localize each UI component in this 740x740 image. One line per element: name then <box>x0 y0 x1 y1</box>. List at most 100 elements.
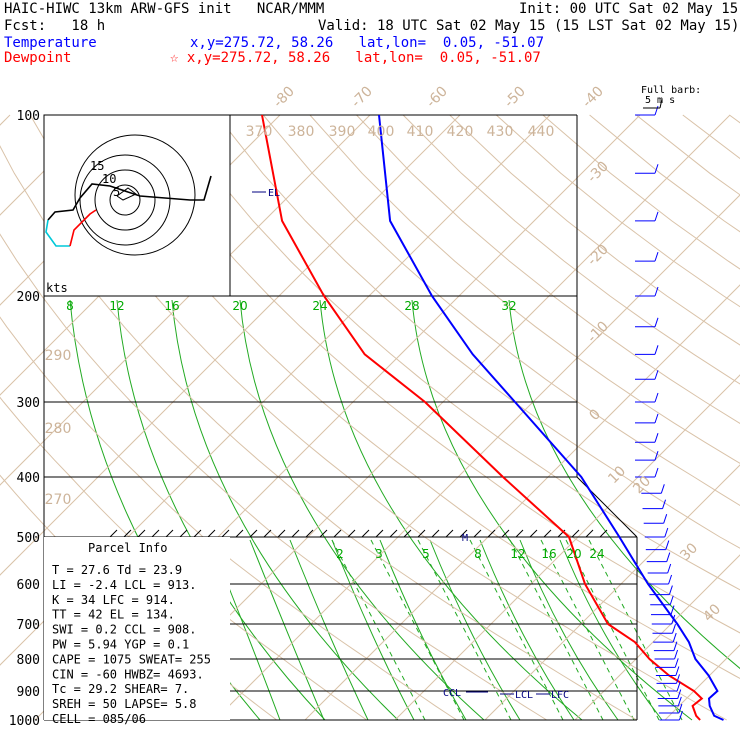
wind-barb-flag-725 <box>672 624 676 634</box>
mixing-ratio-line-4 <box>509 539 604 721</box>
mixing-ratio-line-0 <box>331 539 426 721</box>
wind-barb-flag-900 <box>676 681 681 692</box>
parcel-info-row: SREH = 50 LAPSE= 5.8 <box>52 697 197 711</box>
mixing-ratio-label-12: 12 <box>510 547 525 561</box>
hatch-mark <box>165 529 174 538</box>
pressure-label-900: 900 <box>17 685 40 700</box>
isotherm--80 <box>0 114 371 486</box>
wind-barb-flag-875 <box>676 674 680 684</box>
wind-barb-flag-525 <box>665 540 670 550</box>
theta-left-label-270: 270 <box>45 492 72 508</box>
hatch-mark <box>277 529 286 538</box>
parcel-info-row: LI = -2.4 LCL = 913. <box>52 578 197 592</box>
mixing-ratio-line-7 <box>588 539 683 721</box>
moist-adiabat-3 <box>239 299 485 721</box>
wind-barb-flag-850 <box>675 666 680 676</box>
wind-barb-flag-425 <box>660 484 665 494</box>
wind-barb-flag-225 <box>654 317 659 327</box>
isotherm-label--30: -30 <box>584 158 611 185</box>
theta-e-label-24: 24 <box>312 299 327 313</box>
wind-barb-flag-175 <box>654 251 659 262</box>
mixing-ratio-label-2: 2 <box>336 547 344 561</box>
parcel-info-row: CIN = -60 HWBZ= 4693. <box>52 667 204 681</box>
dry-adiabat-440 <box>682 114 740 160</box>
dewpoint-profile <box>261 114 704 721</box>
moist-adiabat-low-5 <box>429 539 521 721</box>
hatch-mark <box>109 529 118 538</box>
theta-e-label-28: 28 <box>404 299 419 313</box>
hatch-mark <box>207 529 216 538</box>
hatch-mark <box>431 529 440 538</box>
hatch-mark <box>179 529 188 538</box>
pressure-label-300: 300 <box>17 396 40 411</box>
pressure-label-700: 700 <box>17 618 40 633</box>
pressure-label-200: 200 <box>17 290 40 305</box>
temperature-legend: Temperature <box>4 35 97 51</box>
theta-left-label-290: 290 <box>45 348 72 364</box>
parcel-info-row: K = 34 LFC = 914. <box>52 593 175 607</box>
moist-adiabat-5 <box>411 299 693 721</box>
wind-barb-flag-550 <box>666 552 671 562</box>
mixing-ratio-label-20: 20 <box>566 547 581 561</box>
hodograph-ring-0 <box>109 184 141 216</box>
parcel-info-background <box>44 537 230 720</box>
parcel-info-row: CELL = 085/06 <box>52 712 146 726</box>
isotherm--120 <box>0 114 11 126</box>
hatch-mark <box>193 529 202 538</box>
dry-adiabat-310 <box>76 114 740 680</box>
dry-adiabat-410 <box>542 114 740 270</box>
hodograph-ring-label-5: 5 <box>113 185 120 199</box>
wind-barb-flag-300 <box>654 392 659 403</box>
hatch-mark <box>417 529 426 538</box>
isotherm-label--40: -40 <box>579 83 606 110</box>
hatch-mark <box>571 529 580 538</box>
pressure-label-800: 800 <box>17 653 40 668</box>
hatch-mark <box>305 529 314 538</box>
moist-adiabat-low-6 <box>479 539 575 721</box>
hodograph-ring-1 <box>94 169 156 231</box>
wind-barb-flag-925 <box>677 689 682 699</box>
dry-adiabat-290 <box>0 145 637 721</box>
mixing-ratio-label-8: 8 <box>474 547 482 561</box>
barb-legend-line2: 5 m s <box>645 95 676 106</box>
hatch-mark <box>403 529 412 538</box>
model-title: HAIC-HIWC 13km ARW-GFS init NCAR/MMM <box>4 1 325 17</box>
mixing-ratio-line-5 <box>540 539 635 721</box>
wind-barbs <box>635 98 683 721</box>
wind-barb-flag-125 <box>654 164 659 174</box>
isotherm-10 <box>574 554 740 721</box>
hodograph-trace-center <box>116 187 137 201</box>
moist-adiabat-low-2 <box>289 539 369 721</box>
dry-adiabat-380 <box>402 114 740 385</box>
theta-left-label-280: 280 <box>45 421 72 437</box>
pressure-label-100: 100 <box>17 109 40 124</box>
barb-legend-flag <box>659 98 663 109</box>
wind-barb-flag-750 <box>672 632 677 643</box>
hatch-mark <box>137 529 146 538</box>
dry-adiabat-270 <box>0 316 457 721</box>
hatch-mark <box>263 529 272 538</box>
isotherm-label--50: -50 <box>501 83 528 110</box>
theta-label-400: 400 <box>368 124 395 140</box>
pressure-label-500: 500 <box>17 531 40 546</box>
wind-barb-flag-500 <box>664 527 669 538</box>
theta-label-370: 370 <box>246 124 273 140</box>
parcel-info-title: Parcel Info <box>88 541 167 555</box>
hodograph-ring-2 <box>79 154 171 246</box>
theta-e-label-32: 32 <box>501 299 516 313</box>
m-label: M <box>462 533 468 544</box>
isotherm-label-0: 0 <box>586 406 604 424</box>
hatch-mark <box>501 529 510 538</box>
hatch-mark <box>375 529 384 538</box>
forecast-hour: Fcst: 18 h <box>4 18 106 34</box>
isotherm--30 <box>214 194 740 721</box>
theta-label-410: 410 <box>407 124 434 140</box>
hatch-mark <box>473 529 482 538</box>
theta-label-430: 430 <box>487 124 514 140</box>
dry-adiabat-280 <box>0 233 547 721</box>
hodograph-trace-low-cyan <box>45 219 70 247</box>
isotherm-label--20: -20 <box>584 241 611 268</box>
isotherm--10 <box>394 374 740 721</box>
moist-adiabat-2 <box>171 299 399 721</box>
parcel-info-row: T = 27.6 Td = 23.9 <box>52 563 182 577</box>
